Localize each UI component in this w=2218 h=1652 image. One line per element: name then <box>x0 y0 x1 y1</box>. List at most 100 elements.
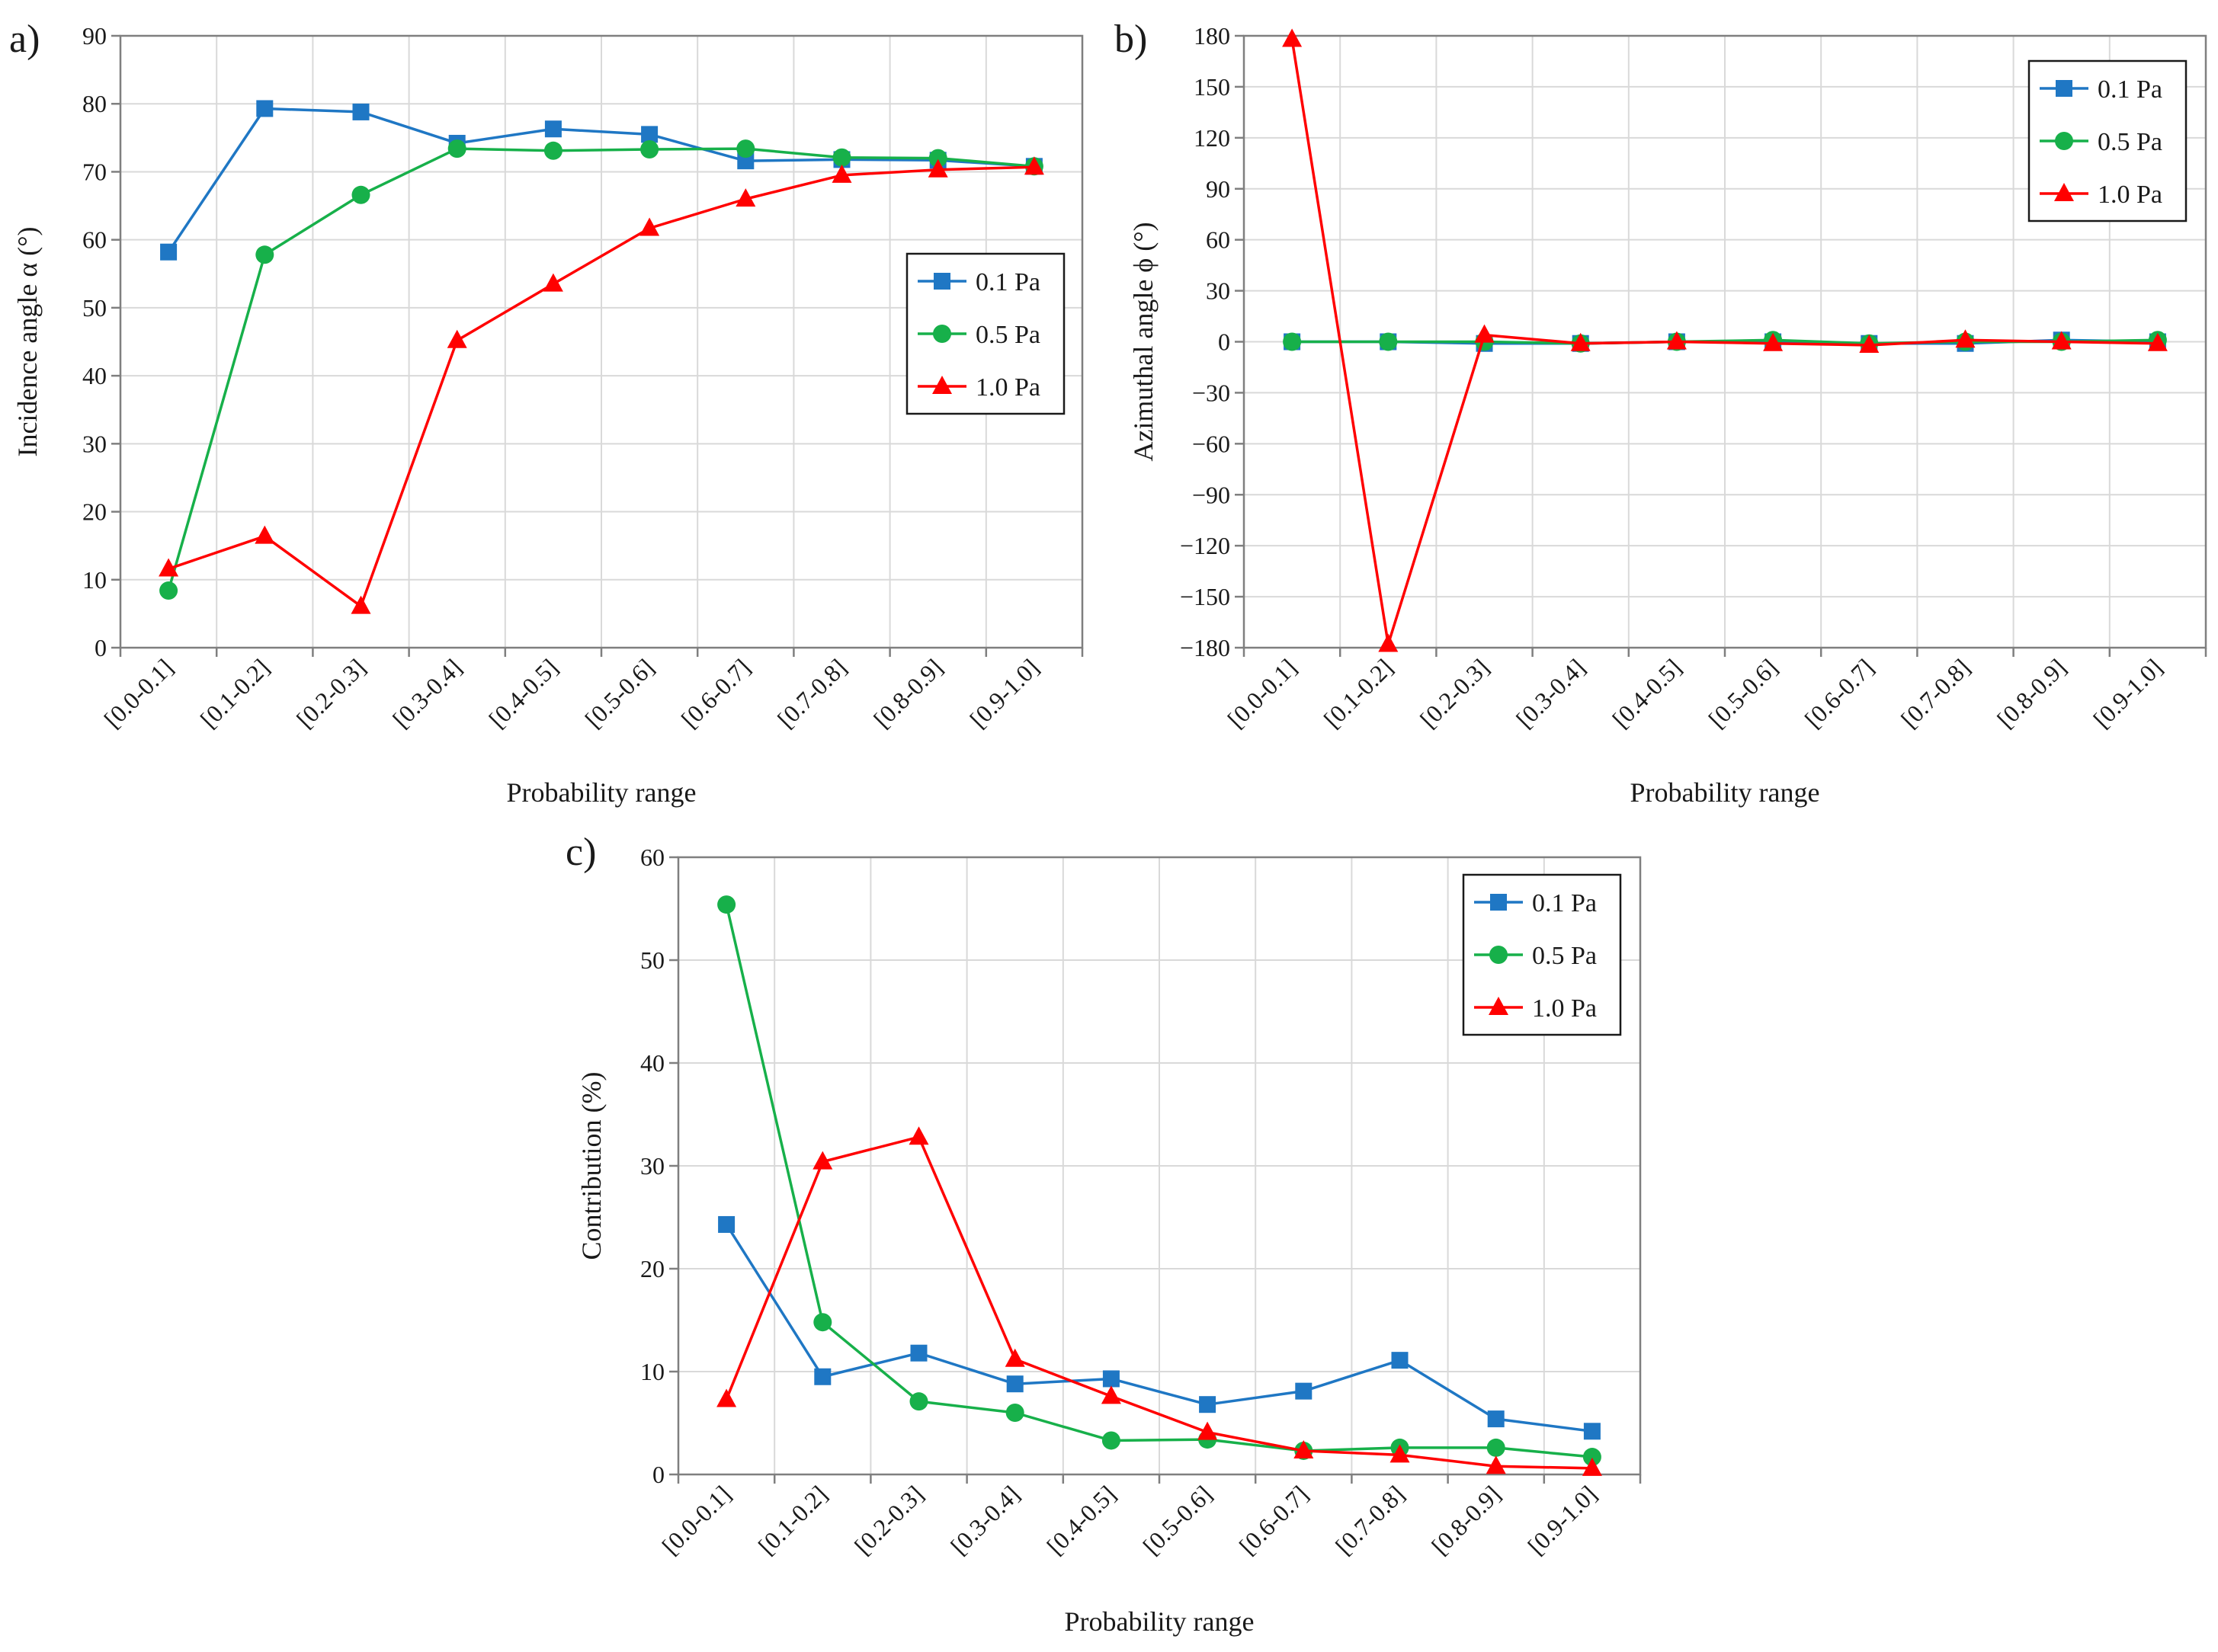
y-tick-label: −60 <box>1192 430 1230 457</box>
data-point <box>813 1313 832 1332</box>
y-tick-label: 40 <box>640 1049 665 1077</box>
data-point <box>159 581 178 600</box>
legend-label: 0.5 Pa <box>1532 942 1597 970</box>
data-point <box>1293 1439 1314 1458</box>
data-point <box>1570 332 1591 351</box>
data-point <box>1391 1352 1409 1369</box>
data-point <box>447 329 467 348</box>
x-tick-label: [0.6-0.7] <box>1234 1480 1314 1560</box>
series-c-0 <box>718 1215 1601 1440</box>
legend-marker <box>1489 946 1508 964</box>
x-tick-label: [0.6-0.7] <box>676 653 756 733</box>
data-point <box>736 139 755 158</box>
data-point <box>1474 324 1495 343</box>
data-point <box>928 158 948 178</box>
data-point <box>1486 1438 1505 1457</box>
y-tick-label: 30 <box>1206 277 1230 305</box>
x-tick-label: [0.9-1.0] <box>964 653 1044 733</box>
data-point <box>814 1368 832 1385</box>
x-tick-label: [0.0-0.1] <box>656 1480 736 1560</box>
data-point <box>543 141 563 160</box>
data-point <box>736 188 756 207</box>
x-tick-label: [0.7-0.8] <box>1330 1480 1410 1560</box>
data-point <box>1199 1396 1216 1413</box>
data-point <box>1005 1404 1024 1422</box>
data-point <box>1582 1448 1601 1467</box>
y-tick-label: 60 <box>640 844 665 871</box>
data-point <box>2147 332 2168 351</box>
legend-label: 1.0 Pa <box>2098 181 2162 209</box>
legend-label: 0.5 Pa <box>2098 128 2162 156</box>
data-point <box>1295 1382 1313 1400</box>
legend-marker <box>932 376 952 394</box>
legend-marker <box>1490 894 1507 911</box>
y-tick-label: 40 <box>82 362 107 389</box>
y-tick-label: 10 <box>82 566 107 594</box>
y-tick-label: 0 <box>652 1461 665 1488</box>
series-line <box>168 165 1034 608</box>
y-tick-label: 10 <box>640 1358 665 1385</box>
data-point <box>544 120 562 138</box>
legend-label: 0.1 Pa <box>976 268 1040 296</box>
series-line <box>167 107 1035 253</box>
legend-label: 1.0 Pa <box>976 373 1040 402</box>
x-tick-label: [0.1-0.2] <box>753 1480 833 1560</box>
y-tick-label: 180 <box>1194 22 1230 50</box>
x-tick-label: [0.3-0.4] <box>945 1480 1025 1560</box>
y-tick-label: 0 <box>95 634 107 661</box>
x-tick-label: [0.4-0.5] <box>1607 653 1687 733</box>
y-tick-label: 20 <box>640 1255 665 1282</box>
x-tick-label: [0.7-0.8] <box>772 653 852 733</box>
data-point <box>1378 633 1399 652</box>
data-point <box>716 1388 737 1407</box>
legend-marker <box>2056 80 2072 97</box>
x-tick-label: [0.8-0.9] <box>868 653 948 733</box>
x-tick-label: [0.2-0.3] <box>1415 653 1495 733</box>
legend-item: 1.0 Pa <box>1474 994 1597 1023</box>
x-axis-title-b: Probability range <box>1630 777 1820 808</box>
data-point <box>1197 1421 1218 1440</box>
data-point <box>1389 1444 1410 1463</box>
series-line <box>725 1135 1592 1470</box>
x-tick-label: [0.3-0.4] <box>387 653 467 733</box>
y-tick-label: 90 <box>82 22 107 50</box>
panel-label-b: b) <box>1114 18 1147 61</box>
data-point <box>2051 331 2072 350</box>
y-axis-title-c: Contribution (%) <box>576 1072 607 1260</box>
legend-a: 0.1 Pa 0.5 Pa 1.0 Pa <box>905 252 1066 415</box>
legend-item: 0.5 Pa <box>2040 128 2162 156</box>
legend-label: 1.0 Pa <box>1532 994 1597 1023</box>
data-point <box>351 595 371 614</box>
panel-label-c: c) <box>566 831 596 874</box>
data-point <box>909 1392 928 1411</box>
data-point <box>1101 1385 1121 1404</box>
x-tick-label: [0.7-0.8] <box>1896 653 1976 733</box>
legend-item: 0.5 Pa <box>1474 942 1597 970</box>
x-tick-label: [0.2-0.3] <box>849 1480 929 1560</box>
data-point <box>255 245 274 264</box>
data-point <box>832 148 851 167</box>
legend-marker <box>934 273 950 290</box>
data-point <box>1102 1370 1120 1388</box>
x-axis-title-c: Probability range <box>1065 1606 1255 1637</box>
legend-marker <box>1489 997 1508 1015</box>
x-tick-label: [0.8-0.9] <box>1426 1480 1506 1560</box>
y-tick-label: 20 <box>82 498 107 526</box>
y-tick-label: 60 <box>82 226 107 254</box>
x-tick-label: [0.8-0.9] <box>1992 653 2072 733</box>
data-point <box>1006 1375 1024 1393</box>
y-tick-label: 60 <box>1206 226 1230 254</box>
y-tick-label: 0 <box>1218 328 1230 356</box>
data-point <box>1283 332 1302 351</box>
series-c-2 <box>716 1126 1602 1476</box>
legend-marker <box>2054 183 2074 201</box>
x-tick-label: [0.0-0.1] <box>98 653 178 733</box>
data-point <box>1486 1455 1506 1474</box>
data-point <box>160 243 178 261</box>
legend-item: 0.1 Pa <box>918 268 1040 296</box>
x-tick-label: [0.0-0.1] <box>1222 653 1302 733</box>
y-tick-label: 30 <box>82 430 107 457</box>
data-point <box>909 1126 929 1145</box>
